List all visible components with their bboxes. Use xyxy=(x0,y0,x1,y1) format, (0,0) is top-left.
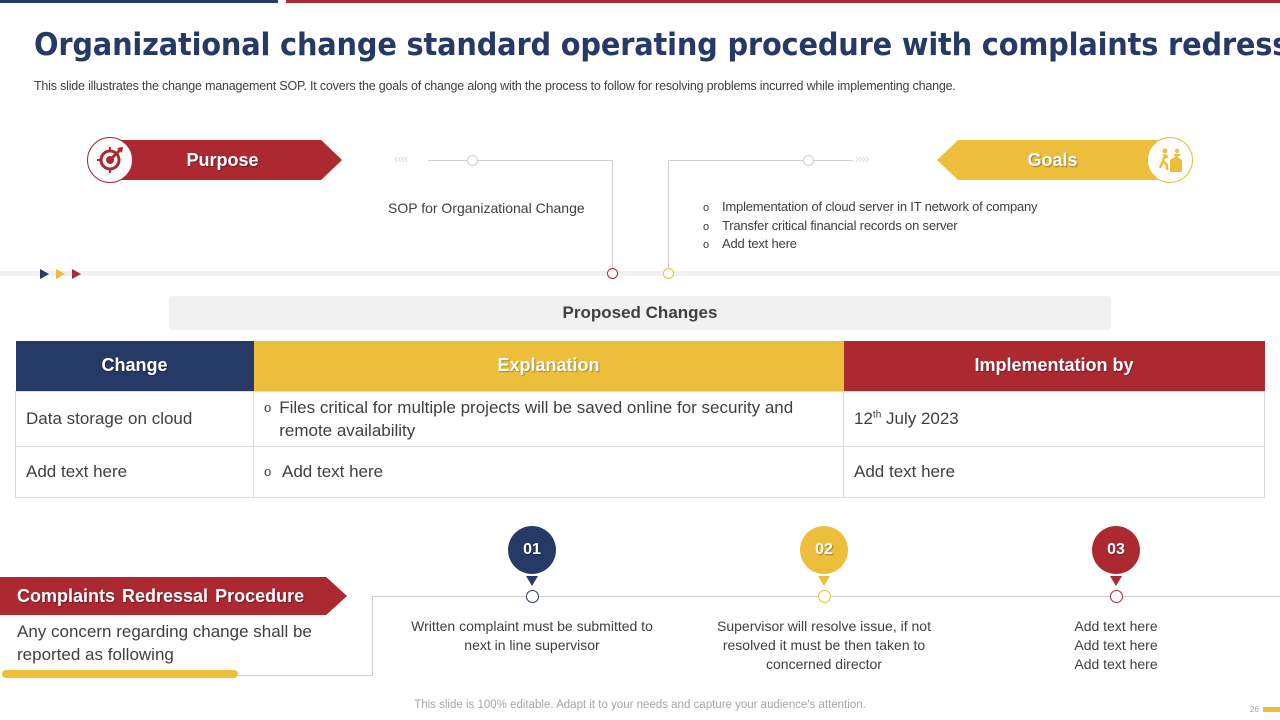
step-pointer-icon xyxy=(526,576,538,586)
purpose-label: Purpose xyxy=(186,150,259,170)
purpose-connector-line xyxy=(428,160,613,161)
slide-subtitle: This slide illustrates the change manage… xyxy=(34,79,956,93)
triangle-yellow-icon xyxy=(56,269,65,279)
table-row: Add text here o Add text here Add text he… xyxy=(15,445,1265,498)
table-row: Data storage on cloud o Files critical fo… xyxy=(15,390,1265,447)
purpose-chevrons: ‹‹‹‹ xyxy=(394,151,408,166)
column-header-change: Change xyxy=(15,341,254,391)
purpose-text: SOP for Organizational Change xyxy=(388,200,585,216)
step-badge-02: 02 xyxy=(800,526,848,574)
cell-explanation: o Files critical for multiple projects wi… xyxy=(253,390,844,447)
bullet-circle-icon: o xyxy=(703,202,709,214)
complaints-connector-bottom xyxy=(238,675,373,676)
proposed-changes-title: Proposed Changes xyxy=(169,296,1111,330)
purpose-divider-node xyxy=(607,268,618,279)
page-number-accent xyxy=(1263,707,1280,712)
goals-chevrons: ›››› xyxy=(855,151,869,166)
complaints-label: Complaints Redressal Procedure xyxy=(17,586,305,606)
slide-title: Organizational change standard operating… xyxy=(34,27,1280,63)
top-accent-bar-navy xyxy=(0,0,278,3)
goals-list-item: o Add text here xyxy=(703,236,797,251)
step-badge-03: 03 xyxy=(1092,526,1140,574)
complaints-description: Any concern regarding change shall be re… xyxy=(17,622,312,664)
section-divider xyxy=(0,271,1280,276)
cell-change: Data storage on cloud xyxy=(15,390,254,447)
bullet-circle-icon: o xyxy=(264,464,272,479)
complaints-banner xyxy=(0,577,347,615)
column-header-implementation: Implementation by xyxy=(843,341,1265,391)
goals-list-item: o Transfer critical financial records on … xyxy=(703,217,958,233)
footer-note: This slide is 100% editable. Adapt it to… xyxy=(414,699,866,711)
climbing-person-icon xyxy=(1147,137,1193,183)
proposed-changes-table: Change Explanation Implementation by Dat… xyxy=(15,341,1265,498)
step-node xyxy=(1110,590,1123,603)
step-badge-01: 01 xyxy=(508,526,556,574)
cell-implementation: 12th July 2023 xyxy=(843,390,1265,447)
bullet-circle-icon: o xyxy=(264,399,272,415)
target-icon xyxy=(87,137,133,183)
goals-list-item: o Implementation of cloud server in IT ne… xyxy=(703,199,1038,214)
purpose-banner xyxy=(110,140,342,180)
step-pointer-icon xyxy=(818,576,830,586)
goals-label: Goals xyxy=(1027,150,1078,170)
complaints-connector-vertical xyxy=(372,596,373,676)
purpose-connector-vertical xyxy=(612,160,613,270)
step-pointer-icon xyxy=(1110,576,1122,586)
goals-connector-vertical xyxy=(668,160,669,270)
goals-connector-node xyxy=(803,155,814,166)
purpose-connector-node xyxy=(467,155,478,166)
triangle-red-icon xyxy=(72,269,81,279)
bullet-circle-icon: o xyxy=(703,239,709,251)
step-node xyxy=(818,590,831,603)
goals-divider-node xyxy=(663,268,674,279)
top-accent-bar-red xyxy=(286,0,1280,3)
goals-list: o Implementation of cloud server in IT ne… xyxy=(703,199,1038,255)
step-text-02: Supervisor will resolve issue, if not re… xyxy=(717,618,931,672)
goals-connector-line xyxy=(668,160,853,161)
cell-implementation: Add text here xyxy=(843,445,1265,498)
step-node xyxy=(526,590,539,603)
column-header-explanation: Explanation xyxy=(253,341,844,391)
bullet-circle-icon: o xyxy=(703,220,709,233)
cell-explanation: o Add text here xyxy=(253,445,844,498)
step-text-01: Written complaint must be submitted to n… xyxy=(411,618,653,653)
page-number: 26 xyxy=(1250,705,1259,714)
triangle-navy-icon xyxy=(40,269,49,279)
cell-change: Add text here xyxy=(15,445,254,498)
step-text-03: Add text here Add text here Add text her… xyxy=(1074,618,1158,672)
goals-banner xyxy=(937,140,1172,180)
complaints-underline xyxy=(2,670,238,678)
